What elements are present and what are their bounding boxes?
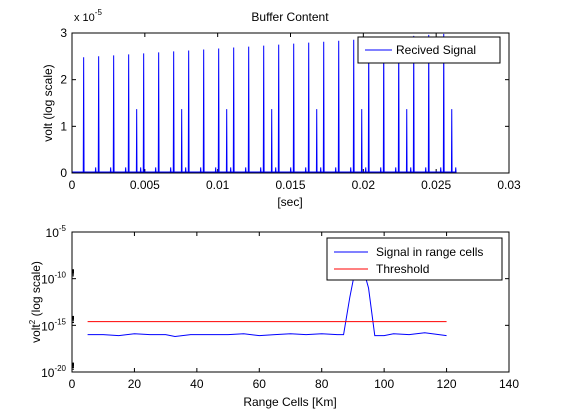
chart1-axes-box [71,32,510,174]
chart1-series [72,33,509,174]
chart2-y-axis-label-suffix: (log scale) [29,261,43,320]
buffer-content-chart: Buffer Content x 10-5 0 0.005 0.01 0.015 0.0… [41,8,521,209]
chart2-x-tick-label: 20 [128,377,142,391]
chart2-y-tick-label: 10-20 [41,364,66,380]
chart1-x-tick-label: 0.02 [352,178,376,192]
chart1-y-tick-label: 3 [60,26,67,40]
chart1-y-tick-label: 0 [60,166,67,180]
chart1-x-tick-label: 0.025 [421,178,451,192]
chart2-legend-label-threshold: Threshold [376,262,429,276]
chart2-x-axis-label: Range Cells [Km] [243,395,336,409]
chart1-y-exponent-power: -5 [95,8,103,17]
chart2-x-tick-label: 40 [190,377,204,391]
chart2-y-tick-labels: 10-5 10-10 10-15 10-20 [41,224,66,380]
chart1-legend: Recived Signal [357,36,501,64]
chart2-y-tick-label: 10-10 [41,271,66,287]
chart1-x-axis-label: [sec] [277,195,302,209]
chart2-series [87,265,447,338]
chart2-x-tick-label: 140 [499,377,519,391]
chart1-y-exponent: x 10-5 [74,8,102,24]
chart1-title: Buffer Content [251,10,329,24]
chart1-x-tick-label: 0.005 [130,178,160,192]
chart2-axes-box [71,231,510,373]
chart1-y-tick-label: 2 [60,73,67,87]
chart2-x-tick-label: 120 [437,377,457,391]
chart2-y-axis-label: volt2 (log scale) [28,261,43,343]
chart2-y-axis-label-power: 2 [28,319,37,324]
chart1-x-tick-label: 0.015 [275,178,305,192]
chart1-x-tick-label: 0.01 [206,178,230,192]
chart1-y-tick-label: 1 [60,119,67,133]
chart2-x-tick-label: 100 [374,377,394,391]
chart2-series-signal-in-range-cells [87,265,447,338]
chart1-x-tick-labels: 0 0.005 0.01 0.015 0.02 0.025 0.03 [69,178,521,192]
chart2-x-tick-label: 0 [69,377,76,391]
chart2-x-tick-label: 60 [253,377,267,391]
chart1-x-tick-label: 0.03 [497,178,521,192]
chart1-legend-label: Recived Signal [396,43,476,57]
range-cells-chart: 0 20 40 60 80 100 120 140 10-5 10-10 10-15 10-20 R… [28,224,519,409]
chart1-x-tick-label: 0 [69,178,76,192]
chart2-y-tick-label: 10-5 [46,224,67,240]
chart2-x-tick-label: 80 [315,377,329,391]
chart2-legend-label-signal: Signal in range cells [376,245,483,259]
chart2-y-tick-label: 10-15 [41,317,66,333]
chart1-y-axis-label: volt (log scale) [41,64,55,141]
chart2-x-tick-labels: 0 20 40 60 80 100 120 140 [69,377,520,391]
chart1-series-received-signal [72,33,509,174]
chart2-legend-box [326,237,503,281]
chart2-legend: Signal in range cells Threshold [326,237,503,281]
chart1-y-tick-labels: 0 1 2 3 [60,26,67,180]
